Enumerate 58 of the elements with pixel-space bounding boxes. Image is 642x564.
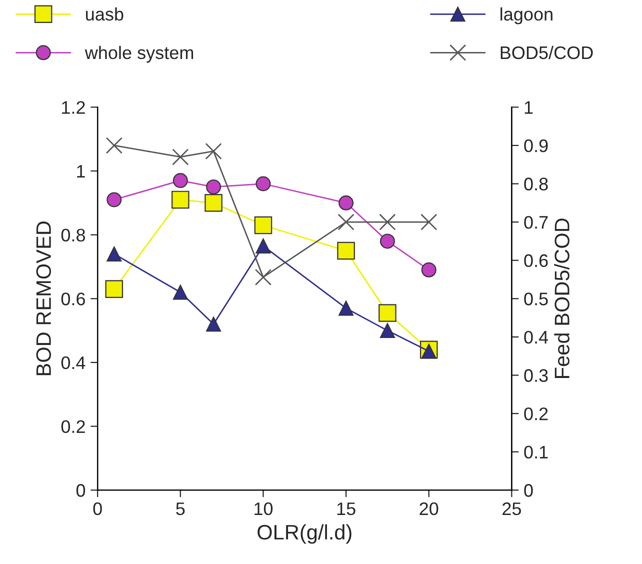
y-axis-title: BOD REMOVED <box>36 222 52 376</box>
point <box>338 214 354 230</box>
y-tick-label: 0.4 <box>61 356 86 370</box>
point <box>254 216 272 234</box>
y2-tick-label: 0.5 <box>524 292 548 306</box>
y2-tick-label: 0.3 <box>524 369 548 382</box>
point <box>172 173 188 188</box>
point <box>206 179 222 194</box>
point <box>337 242 355 260</box>
point <box>105 280 124 298</box>
point <box>106 137 122 154</box>
y2-tick-label: 0.2 <box>524 407 548 420</box>
x-tick-label: 5 <box>176 502 185 516</box>
y-tick-label: 0 <box>76 484 86 497</box>
point <box>206 316 222 332</box>
y2-tick-label: 0 <box>524 484 533 497</box>
y2-tick-label: 0.7 <box>524 216 548 229</box>
x-tick-label: 0 <box>93 502 102 516</box>
point <box>172 148 189 166</box>
x-tick-label: 20 <box>420 502 438 516</box>
point <box>379 214 396 230</box>
x-tick-label: 25 <box>502 502 521 516</box>
point <box>106 246 122 262</box>
point <box>338 300 354 316</box>
x-tick-label: 10 <box>254 502 273 516</box>
y-tick-label: 1 <box>77 165 85 178</box>
point <box>205 142 222 160</box>
y-tick-label: 1.2 <box>62 101 85 114</box>
y2-tick-label: 1 <box>524 101 533 114</box>
point <box>172 190 190 209</box>
legend-label: lagoon <box>500 7 552 24</box>
legend-label: BOD5/COD <box>500 46 593 60</box>
point <box>420 214 438 230</box>
x-axis-title: OLR(g/l.d) <box>258 524 352 544</box>
point <box>256 176 271 192</box>
y2-tick-label: 0.6 <box>524 254 548 268</box>
point <box>380 234 395 249</box>
x-tick-label: 15 <box>337 502 356 516</box>
point <box>254 268 272 286</box>
legend-label: uasb <box>86 7 124 21</box>
point <box>338 195 354 210</box>
y-tick-label: 0.2 <box>61 420 85 434</box>
y2-tick-label: 0.4 <box>524 330 548 344</box>
point <box>378 304 396 322</box>
point <box>256 238 271 254</box>
point <box>421 344 436 359</box>
y2-tick-label: 0.1 <box>524 446 548 459</box>
point <box>204 194 222 212</box>
y2-axis-title: Feed BOD5/COD <box>554 218 570 378</box>
y-tick-label: 0.8 <box>61 228 85 242</box>
point <box>106 192 122 208</box>
y2-tick-label: 0.9 <box>524 139 548 152</box>
point <box>172 284 188 300</box>
y-tick-label: 0.6 <box>61 292 85 306</box>
point <box>380 323 395 338</box>
y2-tick-label: 0.8 <box>524 178 548 190</box>
point <box>421 262 436 278</box>
legend-label: whole system <box>84 46 194 63</box>
